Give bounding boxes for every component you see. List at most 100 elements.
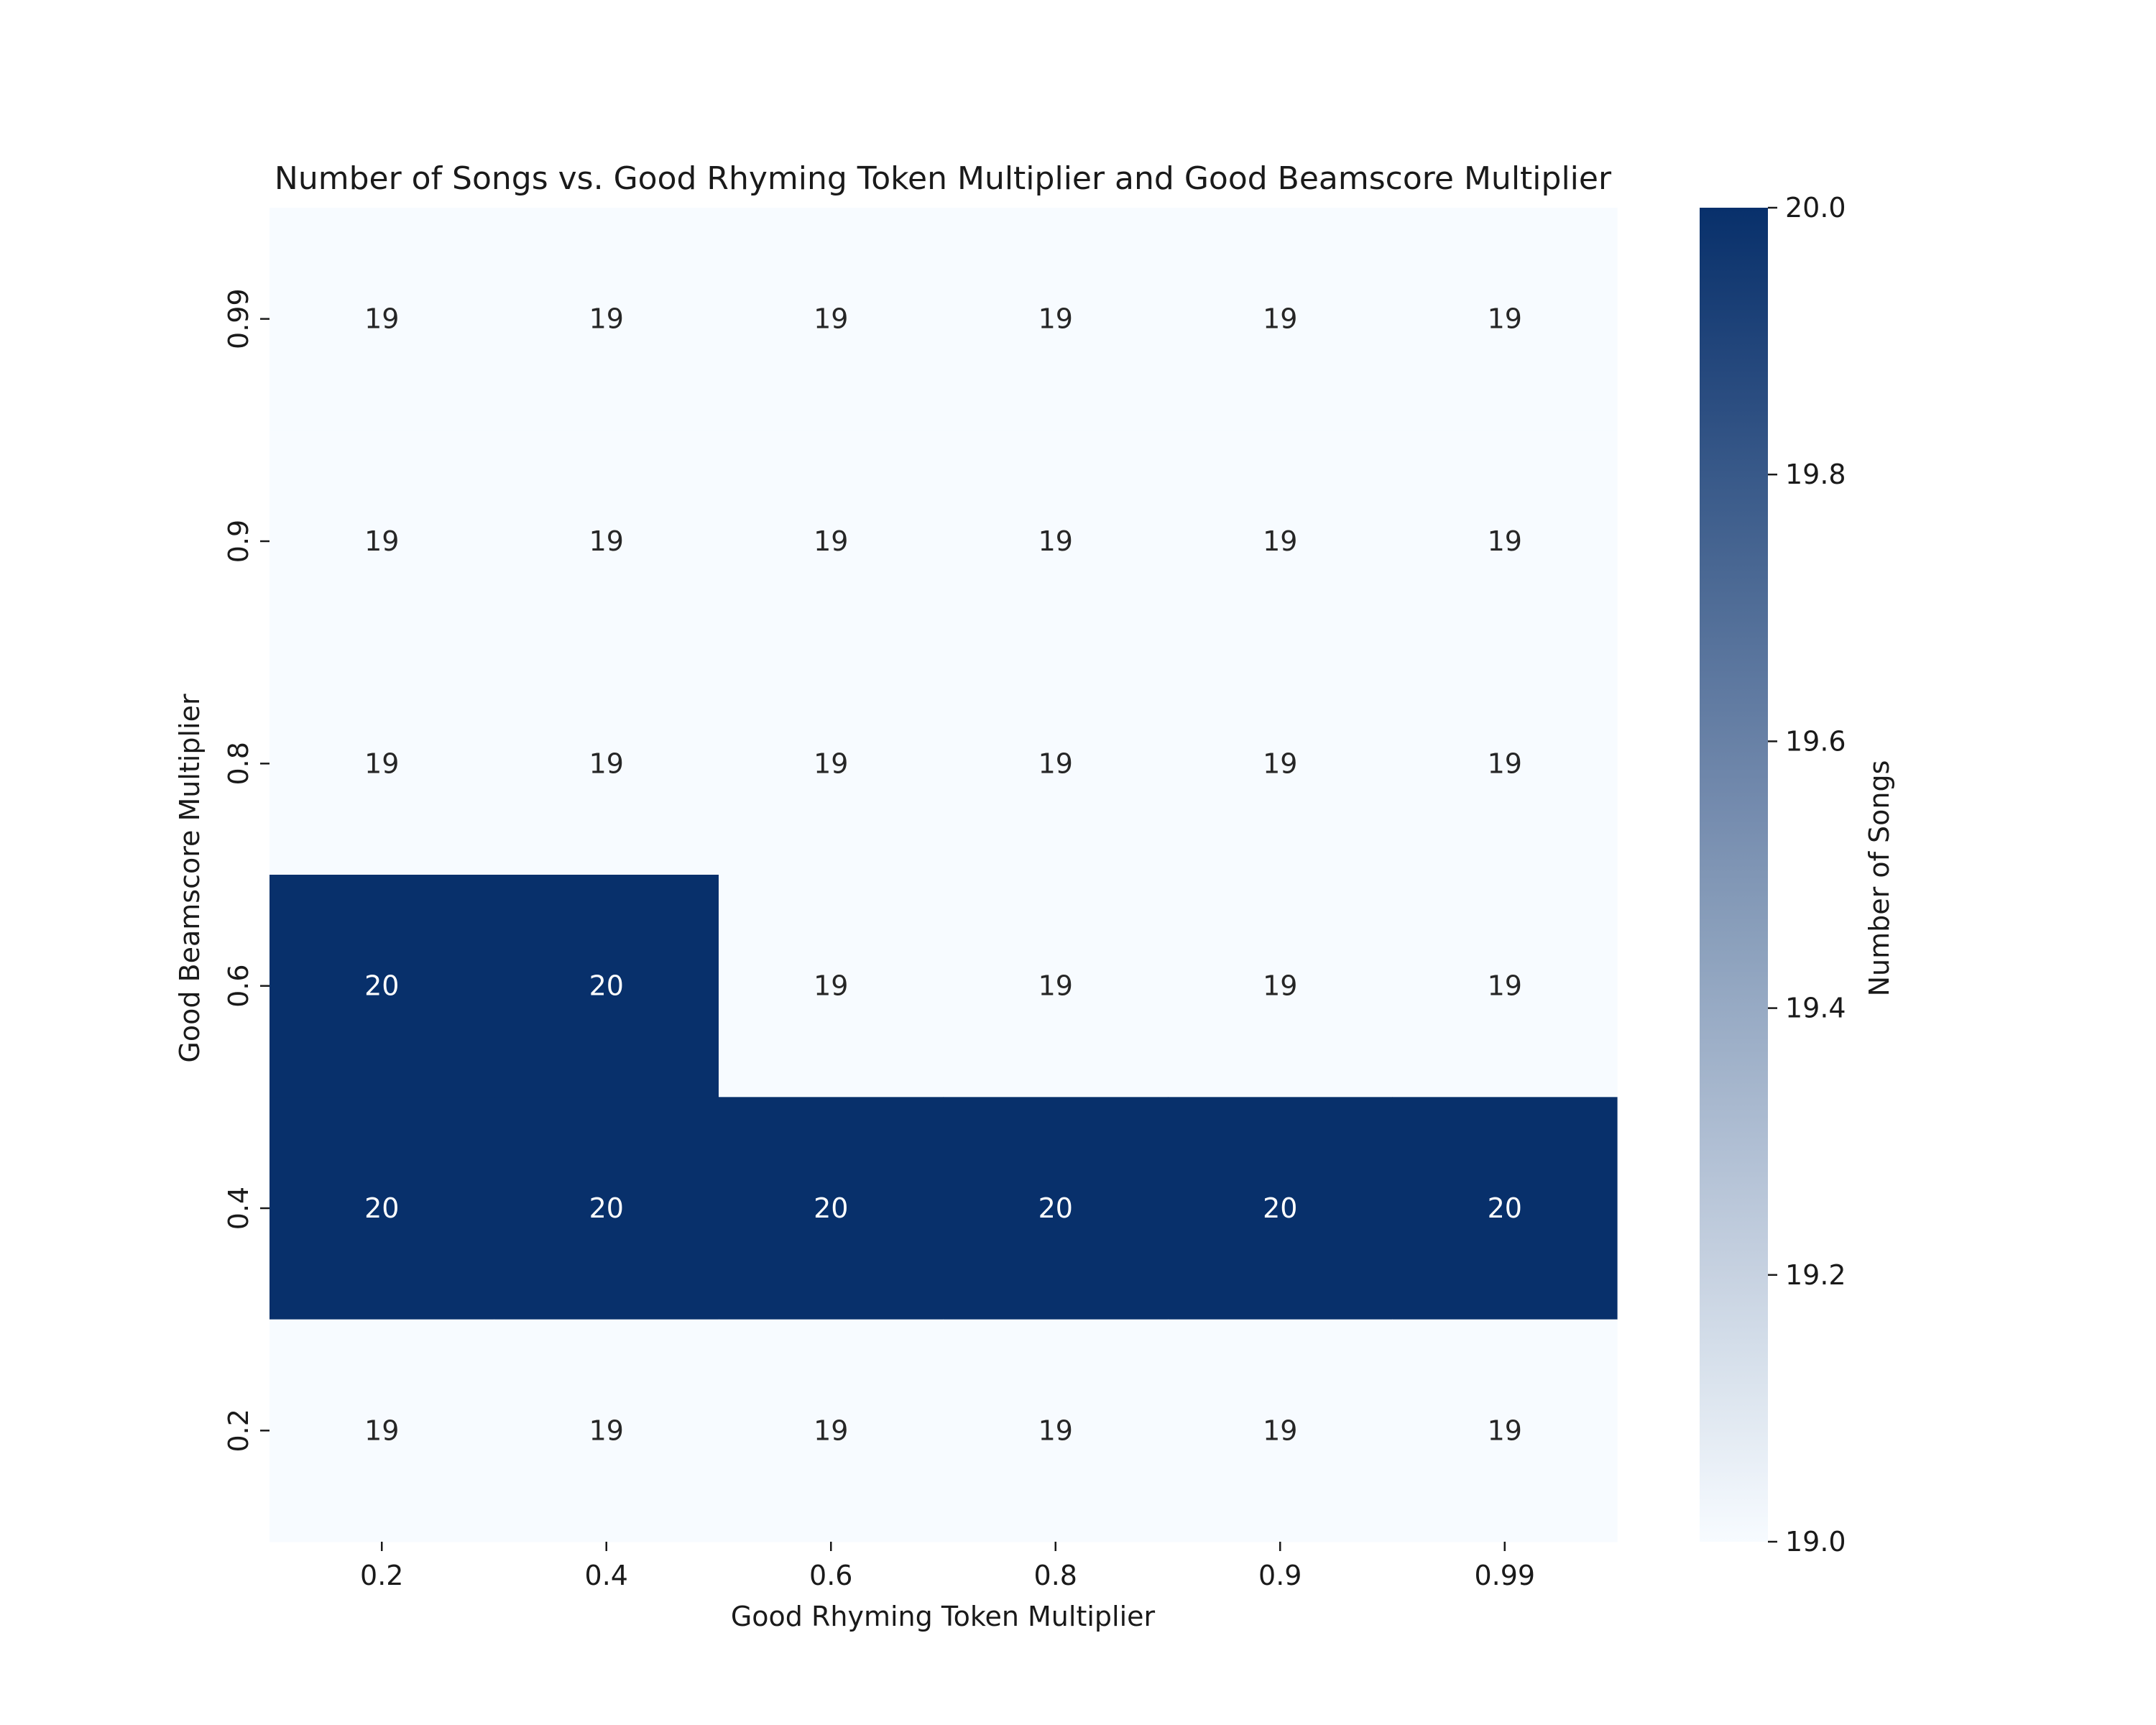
heatmap-cell — [1392, 1319, 1618, 1542]
cell-annotation: 19 — [1038, 303, 1073, 335]
heatmap-cell — [270, 875, 495, 1098]
colorbar-gradient — [1700, 208, 1768, 1542]
heatmap-cell — [1392, 875, 1618, 1098]
heatmap-cell — [270, 430, 495, 653]
colorbar-tick-label: 19.6 — [1785, 725, 1846, 757]
cell-annotation: 19 — [1263, 1414, 1297, 1446]
y-tick-label: 0.2 — [223, 1409, 254, 1452]
chart-title: Number of Songs vs. Good Rhyming Token M… — [275, 160, 1612, 197]
cell-annotation: 19 — [1038, 970, 1073, 1002]
cell-annotation: 19 — [589, 748, 624, 779]
x-axis: 0.2 0.4 0.6 0.8 0.9 0.99 — [360, 1542, 1535, 1591]
heatmap-cell — [1168, 1097, 1393, 1320]
heatmap-cell — [494, 1319, 719, 1542]
cell-annotation: 19 — [1038, 1414, 1073, 1446]
cell-annotation: 19 — [1488, 1414, 1522, 1446]
heatmap-cell — [719, 652, 944, 875]
heatmap-cell — [719, 430, 944, 653]
cell-annotation: 20 — [364, 1192, 399, 1224]
heatmap-cell — [943, 1097, 1169, 1320]
colorbar-tick-label: 19.2 — [1785, 1259, 1846, 1291]
cell-annotation: 19 — [1263, 970, 1297, 1002]
cell-annotation: 19 — [814, 970, 848, 1002]
cell-annotation: 19 — [364, 1414, 399, 1446]
heatmap-cell — [1168, 1319, 1393, 1542]
cell-annotation: 20 — [814, 1192, 848, 1224]
colorbar-tick-label: 19.8 — [1785, 459, 1846, 490]
x-tick-label: 0.8 — [1034, 1560, 1077, 1591]
heatmap-cell — [1392, 430, 1618, 653]
cell-annotation: 19 — [364, 748, 399, 779]
cell-annotation: 19 — [1488, 303, 1522, 335]
heatmap-cell — [494, 875, 719, 1098]
colorbar-tick-label: 19.4 — [1785, 993, 1846, 1024]
colorbar-label: Number of Songs — [1864, 760, 1895, 997]
y-axis: 0.99 0.9 0.8 0.6 0.4 0.2 — [223, 288, 270, 1453]
cell-annotation: 19 — [1488, 525, 1522, 557]
cell-annotation: 20 — [1038, 1192, 1073, 1224]
heatmap-cell — [270, 1319, 495, 1542]
cell-annotations: 19 19 19 19 19 19 19 19 19 19 19 19 19 19 19 19 19 19 20 20… — [364, 303, 1522, 1447]
cell-annotation: 20 — [1488, 1192, 1522, 1224]
y-tick-label: 0.9 — [223, 520, 254, 563]
cell-annotation: 19 — [814, 1414, 848, 1446]
heatmap-cell — [943, 875, 1169, 1098]
heatmap-cell — [494, 1097, 719, 1320]
heatmap-cell — [1392, 1097, 1618, 1320]
colorbar: 19.0 19.2 19.4 19.6 19.8 20.0 — [1700, 192, 1846, 1558]
heatmap-cell — [719, 875, 944, 1098]
heatmap-cell — [494, 652, 719, 875]
heatmap-cell — [494, 208, 719, 431]
heatmap-cell — [943, 652, 1169, 875]
heatmap-cell — [270, 1097, 495, 1320]
cell-annotation: 19 — [589, 1414, 624, 1446]
heatmap-cell — [1392, 652, 1618, 875]
y-tick-label: 0.8 — [223, 742, 254, 785]
cell-annotation: 19 — [1038, 748, 1073, 779]
cell-annotation: 19 — [589, 303, 624, 335]
cell-annotation: 19 — [1263, 303, 1297, 335]
y-tick-label: 0.4 — [223, 1187, 254, 1230]
cell-annotation: 20 — [589, 970, 624, 1002]
heatmap-cell — [270, 652, 495, 875]
cell-annotation: 20 — [589, 1192, 624, 1224]
heatmap-cell — [719, 208, 944, 431]
y-tick-label: 0.99 — [223, 288, 254, 349]
heatmap-cell — [1168, 875, 1393, 1098]
heatmap-cell — [719, 1319, 944, 1542]
cell-annotation: 19 — [589, 525, 624, 557]
cell-annotation: 19 — [1263, 748, 1297, 779]
x-axis-label: Good Rhyming Token Multiplier — [731, 1601, 1156, 1632]
heatmap-cell — [943, 1319, 1169, 1542]
cell-annotation: 19 — [814, 525, 848, 557]
cell-annotation: 19 — [1488, 748, 1522, 779]
cell-annotation: 19 — [1488, 970, 1522, 1002]
heatmap-cell — [1392, 208, 1618, 431]
x-tick-label: 0.99 — [1474, 1560, 1535, 1591]
cell-annotation: 19 — [364, 303, 399, 335]
x-tick-label: 0.6 — [809, 1560, 852, 1591]
heatmap-cell — [1168, 430, 1393, 653]
heatmap-cell — [719, 1097, 944, 1320]
x-tick-label: 0.2 — [360, 1560, 403, 1591]
x-tick-label: 0.4 — [585, 1560, 628, 1591]
cell-annotation: 19 — [364, 525, 399, 557]
heatmap-cell — [1168, 208, 1393, 431]
heatmap-cell — [494, 430, 719, 653]
cell-annotation: 20 — [364, 970, 399, 1002]
heatmap-cell — [943, 430, 1169, 653]
x-tick-label: 0.9 — [1258, 1560, 1302, 1591]
y-axis-label: Good Beamscore Multiplier — [174, 694, 206, 1063]
cell-annotation: 19 — [1263, 525, 1297, 557]
cell-annotation: 19 — [814, 303, 848, 335]
heatmap-cell — [943, 208, 1169, 431]
heatmap-cell — [270, 208, 495, 431]
colorbar-tick-label: 20.0 — [1785, 192, 1846, 224]
heatmap-cell — [1168, 652, 1393, 875]
cell-annotation: 19 — [814, 748, 848, 779]
colorbar-tick-label: 19.0 — [1785, 1526, 1846, 1558]
cell-annotation: 20 — [1263, 1192, 1297, 1224]
cell-annotation: 19 — [1038, 525, 1073, 557]
heatmap-cells — [270, 208, 1618, 1542]
